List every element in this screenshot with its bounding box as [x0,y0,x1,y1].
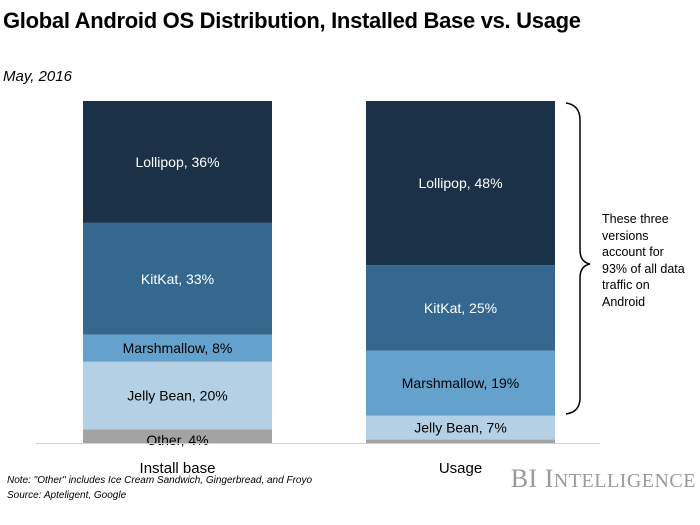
bar-segment-kitkat [83,222,272,335]
bar-segment-other [83,429,272,443]
data-label: Marshmallow, 8% [123,340,233,356]
data-label: Lollipop, 36% [135,154,219,170]
data-label: Jelly Bean, 7% [414,420,507,436]
data-label: Other, 4% [146,432,208,448]
bar-segment-kitkat [366,265,555,351]
bar-segment-marshmallow [366,350,555,416]
data-label: Lollipop, 48% [418,175,502,191]
bar-segment-marshmallow [83,334,272,362]
brace-icon [565,102,591,415]
chart-title: Global Android OS Distribution, Installe… [3,8,581,33]
bar-segment-jelly-bean [366,415,555,440]
data-label: KitKat, 25% [424,300,497,316]
data-label: Jelly Bean, 20% [127,388,227,404]
x-tick-label: Install base [140,460,216,477]
bar-segment-other [366,439,555,443]
x-tick-label: Usage [439,460,482,477]
bar-segment-lollipop [366,101,555,266]
bar-segment-lollipop [83,101,272,223]
data-label: KitKat, 33% [141,271,214,287]
data-label: Marshmallow, 19% [402,375,520,391]
source-text: Source: Apteligent, Google [7,490,127,501]
chart-subtitle: May, 2016 [3,68,72,85]
brace-annotation: These three versions account for 93% of … [602,212,685,309]
bi-intelligence-logo: BI INTELLIGENCE [510,464,696,493]
footnote: Note: "Other" includes Ice Cream Sandwic… [7,473,312,503]
note-text: Note: "Other" includes Ice Cream Sandwic… [7,475,313,486]
bar-segment-jelly-bean [83,361,272,430]
